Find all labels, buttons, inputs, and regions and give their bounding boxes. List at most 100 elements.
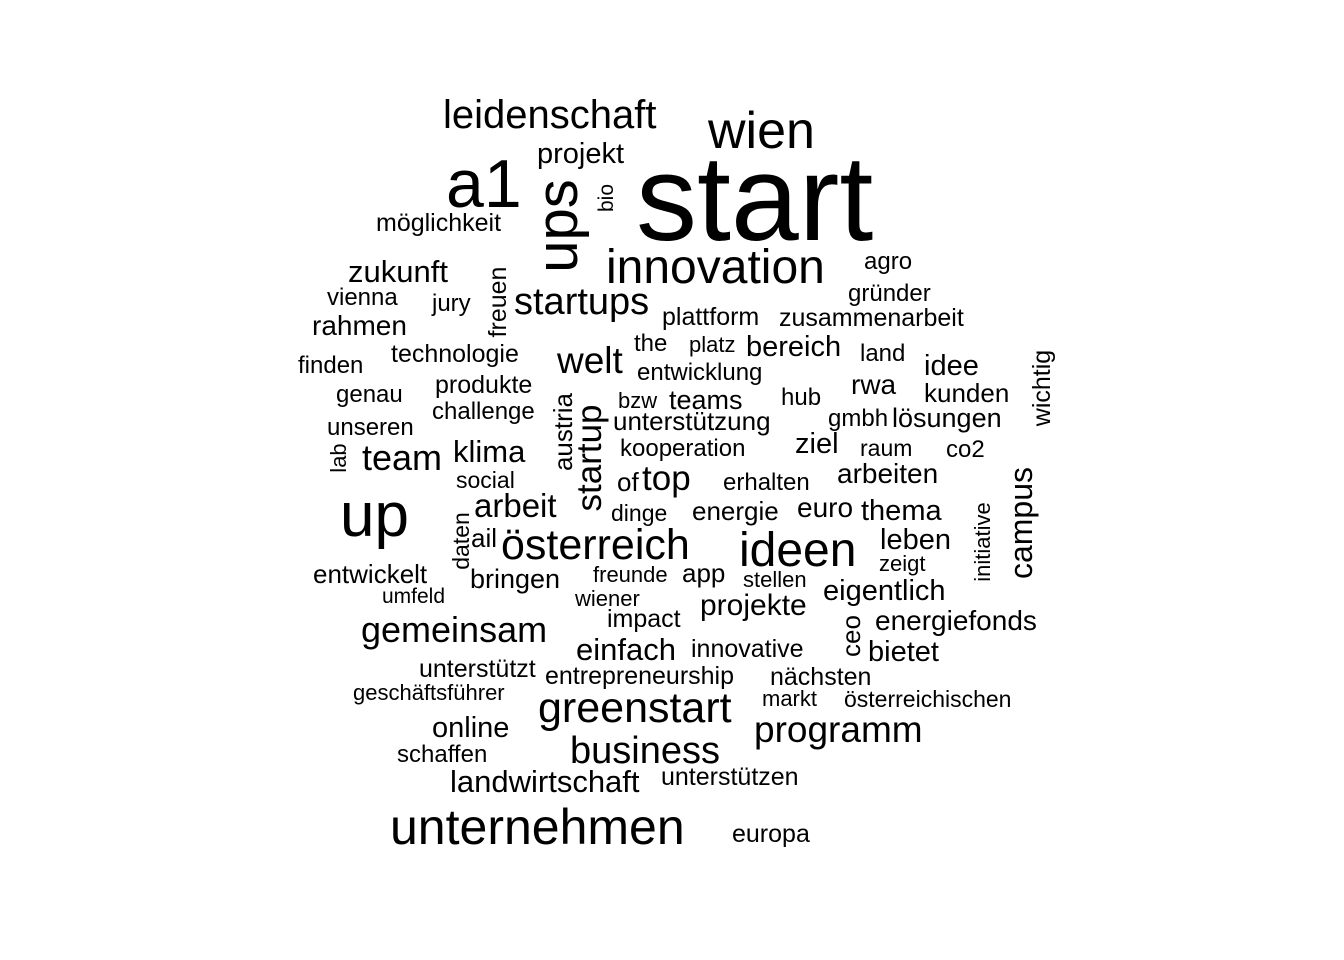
word-top: top [642,459,691,498]
word-austria: austria [548,392,578,471]
word-geschaftsfuhrer: geschäftsführer [353,680,505,705]
word-up: up [340,481,409,550]
word-welt: welt [556,340,624,381]
word-impact: impact [607,605,681,633]
word-unseren: unseren [327,414,414,441]
word-rwa: rwa [851,369,897,400]
word-projekt: projekt [537,138,624,170]
word-ideen: ideen [739,524,856,577]
word-online: online [432,712,509,744]
word-idee: idee [924,350,979,382]
word-genau: genau [336,381,403,408]
word-lab: lab [326,443,351,472]
word-of: of [617,467,639,497]
word-losungen: lösungen [892,403,1002,433]
word-unterstutzung: unterstützung [613,406,771,436]
word-umfeld: umfeld [382,585,445,608]
word-einfach: einfach [576,632,676,667]
word-unternehmen: unternehmen [390,799,685,855]
word-greenstart: greenstart [538,684,732,732]
word-ail: ail [471,523,497,553]
word-agro: agro [864,248,912,275]
word-zusammenarbeit: zusammenarbeit [779,304,964,332]
word-platz: platz [689,332,735,357]
word-projekte: projekte [700,589,807,622]
word-gemeinsam: gemeinsam [361,609,547,650]
word-energie: energie [692,496,779,526]
word-kooperation: kooperation [620,435,745,462]
word-eigentlich: eigentlich [823,575,946,607]
word-gmbh: gmbh [828,405,888,432]
word-hub: hub [781,384,821,411]
word-grunder: gründer [848,280,931,307]
word-innovation: innovation [606,241,825,294]
word-energiefonds: energiefonds [875,605,1037,636]
word-vienna: vienna [327,284,398,311]
word-team: team [362,437,442,478]
word-bzw: bzw [618,388,657,413]
word-ceo: ceo [836,615,866,657]
word-wiener: wiener [574,586,640,611]
word-dinge: dinge [611,500,667,526]
word-thema: thema [861,495,942,527]
word-osterreichischen: österreichischen [844,686,1011,712]
word-programm: programm [754,709,923,750]
word-leidenschaft: leidenschaft [443,93,656,137]
word-bereich: bereich [746,331,841,363]
word-bietet: bietet [868,636,939,668]
word-freuen: freuen [484,267,512,338]
word-technologie: technologie [391,340,519,368]
word-campus: campus [1003,467,1039,579]
word-nachsten: nächsten [770,663,871,691]
word-bringen: bringen [470,564,560,594]
word-landwirtschaft: landwirtschaft [450,764,640,799]
word-rahmen: rahmen [312,310,407,341]
word-produkte: produkte [435,371,532,399]
word-zukunft: zukunft [348,254,448,289]
word-startup: startup [570,405,609,512]
word-euro: euro [797,492,853,523]
word-klima: klima [453,434,526,469]
word-europa: europa [732,820,810,848]
word-a1: a1 [446,146,522,222]
word-entwicklung: entwicklung [637,359,762,386]
word-osterreich: österreich [501,521,690,569]
word-social: social [456,467,515,493]
word-raum: raum [860,435,912,461]
word-bio: bio [595,184,618,212]
word-ziel: ziel [795,428,839,460]
word-entrepreneurship: entrepreneurship [545,662,734,690]
word-ups: ups [525,179,590,273]
word-erhalten: erhalten [723,469,810,496]
word-unterstutzen: unterstützen [661,763,799,791]
word-unterstutzt: unterstützt [419,655,536,683]
word-challenge: challenge [432,398,535,425]
word-teams: teams [669,385,743,415]
word-app: app [682,558,725,588]
word-schaffen: schaffen [397,741,487,768]
word-finden: finden [298,352,363,379]
word-zeigt: zeigt [879,551,925,576]
word-markt: markt [762,686,817,711]
word-arbeit: arbeit [474,487,557,524]
word-business: business [570,730,720,772]
word-land: land [860,340,905,367]
word-entwickelt: entwickelt [313,559,428,589]
word-initiative: initiative [970,502,995,581]
word-arbeiten: arbeiten [837,458,938,489]
word-wien: wien [707,102,815,160]
word-wichtig: wichtig [1028,350,1056,427]
word-freunde: freunde [593,562,668,587]
word-stellen: stellen [743,567,807,592]
word-kunden: kunden [924,378,1009,408]
word-start: start [636,130,873,266]
word-daten: daten [448,512,474,570]
word-jury: jury [431,290,471,317]
word-the: the [634,330,667,357]
word-moglichkeit: möglichkeit [376,209,501,237]
word-startups: startups [514,281,649,323]
word-plattform: plattform [662,303,759,331]
word-innovative: innovative [691,635,804,663]
